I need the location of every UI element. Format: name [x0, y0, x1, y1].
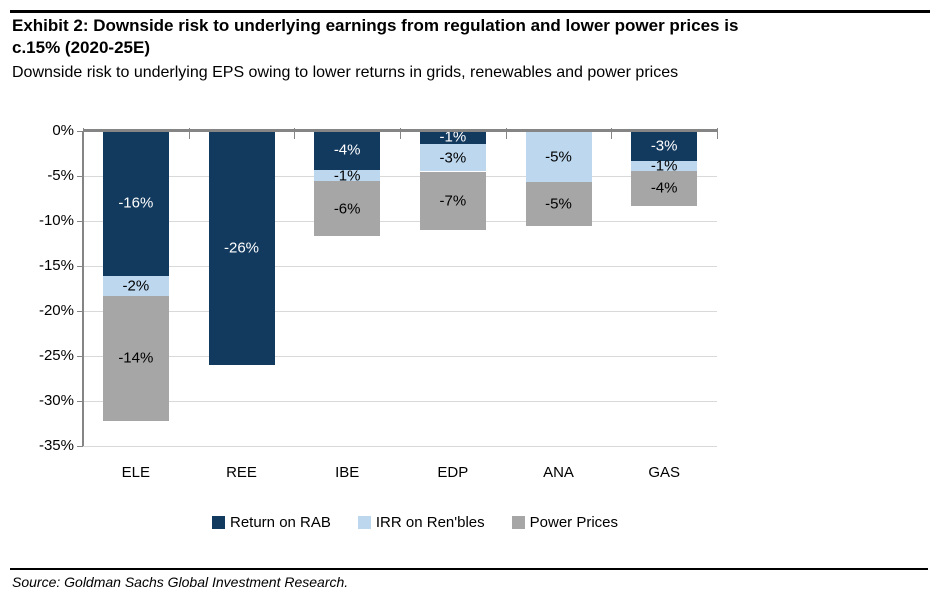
legend-item-label: Return on RAB [230, 513, 331, 531]
legend-swatch-icon [511, 515, 525, 529]
bar-segment-data-label: -4% [650, 179, 678, 197]
x-axis-category-label: ELE [121, 464, 150, 481]
x-axis-tick-mark [400, 128, 401, 139]
bar-segment-data-label: -26% [223, 239, 260, 257]
legend-item: Power Prices [511, 513, 618, 531]
bar-segment-data-label: -14% [118, 349, 154, 367]
y-axis-tick-label: -15% [38, 257, 74, 274]
gridline [83, 445, 717, 447]
legend-item: Return on RAB [212, 514, 331, 531]
bar-GAS: -3% -1% -4% [631, 131, 698, 206]
y-axis-tick-mark [77, 355, 83, 357]
bar-ELE: -16% -2% -14% [102, 131, 169, 421]
bar-segment-data-label: -3% [439, 149, 467, 167]
exhibit-title-line1: Exhibit 2: Downside risk to underlying e… [12, 16, 739, 35]
bar-segment-irr-on-ren-bles: -1% [631, 158, 698, 173]
bar-REE: -26% [208, 131, 275, 365]
y-axis-tick-mark [77, 220, 83, 222]
bar-segment-irr-on-ren-bles: -2% [102, 275, 169, 296]
x-axis-category-label: EDP [437, 464, 469, 481]
x-axis-category-label: ANA [543, 464, 574, 481]
bar-segment-data-label: -3% [650, 137, 678, 155]
exhibit-subtitle: Downside risk to underlying EPS owing to… [12, 64, 679, 81]
bar-segment-irr-on-ren-bles: -1% [314, 168, 381, 183]
bar-segment-return-on-rab: -26% [208, 131, 275, 365]
source-note: Source: Goldman Sachs Global Investment … [12, 574, 349, 590]
bar-segment-return-on-rab: -16% [102, 131, 169, 276]
x-axis-tick-mark [611, 128, 613, 139]
bar-segment-data-label: -1% [439, 128, 467, 146]
bar-segment-power-prices: -4% [631, 170, 698, 206]
bar-segment-return-on-rab: -3% [631, 131, 698, 161]
gridline [83, 175, 717, 177]
y-axis-tick-mark [77, 310, 83, 312]
y-axis-tick-label: -20% [38, 302, 74, 319]
x-axis-tick-mark [83, 128, 84, 139]
gridline [83, 220, 717, 222]
y-axis-tick-mark [77, 175, 83, 177]
top-rule [10, 10, 930, 13]
bar-segment-data-label: -5% [545, 148, 572, 166]
gridline [83, 265, 717, 267]
bar-IBE: -4% -1% -6% [314, 131, 381, 237]
legend-item-label: Power Prices [529, 513, 618, 531]
bar-segment-data-label: -5% [545, 195, 572, 213]
legend-item-label: IRR on Ren'bles [375, 513, 485, 531]
gridline [83, 400, 717, 402]
gridline [83, 310, 717, 312]
y-axis-tick-label: -5% [47, 167, 74, 184]
x-axis-category-label: GAS [648, 464, 680, 481]
x-axis-tick-mark [717, 128, 718, 139]
bar-segment-power-prices: -7% [419, 171, 486, 230]
y-axis-line [82, 131, 84, 446]
legend-swatch-icon [212, 515, 225, 529]
y-axis-tick-mark [77, 400, 83, 402]
y-axis-tick-label: -30% [38, 392, 74, 409]
chart-legend: Return on RAB IRR on Ren'bles Power Prices [83, 513, 747, 531]
y-axis-tick-label: 0% [52, 122, 74, 139]
y-axis-tick-label: -35% [38, 437, 74, 454]
legend-swatch-icon [357, 515, 371, 529]
gridline [83, 355, 717, 357]
bar-segment-return-on-rab: -4% [314, 131, 381, 170]
bar-segment-data-label: -7% [439, 192, 467, 210]
y-axis-tick-mark [77, 130, 83, 132]
exhibit-title-line2: c.15% (2020-25E) [12, 38, 150, 57]
x-axis-tick-mark [188, 128, 190, 139]
y-axis-tick-label: -10% [38, 212, 74, 229]
bar-ANA: -5% -5% [525, 131, 592, 227]
y-axis-tick-mark [77, 265, 83, 267]
x-axis-tick-mark [294, 128, 296, 139]
bar-segment-data-label: -16% [118, 194, 154, 212]
bar-EDP: -1% -3% -7% [419, 130, 486, 230]
bar-segment-data-label: -1% [650, 157, 678, 175]
bar-segment-irr-on-ren-bles: -3% [419, 143, 486, 172]
x-axis-tick-mark [505, 128, 507, 139]
bar-segment-data-label: -4% [333, 141, 361, 159]
bar-segment-data-label: -1% [333, 167, 361, 185]
bar-segment-data-label: -2% [122, 277, 150, 295]
bar-segment-irr-on-ren-bles: -5% [525, 131, 592, 183]
legend-item: IRR on Ren'bles [357, 513, 485, 531]
bar-segment-return-on-rab: -1% [419, 130, 486, 145]
x-axis-category-label: IBE [335, 464, 360, 481]
y-axis-tick-label: -25% [38, 347, 74, 364]
bar-segment-power-prices: -5% [525, 182, 592, 227]
bottom-rule [10, 568, 928, 570]
bar-segment-data-label: -6% [333, 200, 361, 218]
bar-segment-power-prices: -14% [102, 295, 169, 421]
bar-segment-power-prices: -6% [314, 181, 381, 237]
exhibit-title: Exhibit 2: Downside risk to underlying e… [12, 15, 930, 59]
y-axis-tick-mark [77, 445, 83, 447]
x-axis-category-label: REE [226, 464, 257, 481]
